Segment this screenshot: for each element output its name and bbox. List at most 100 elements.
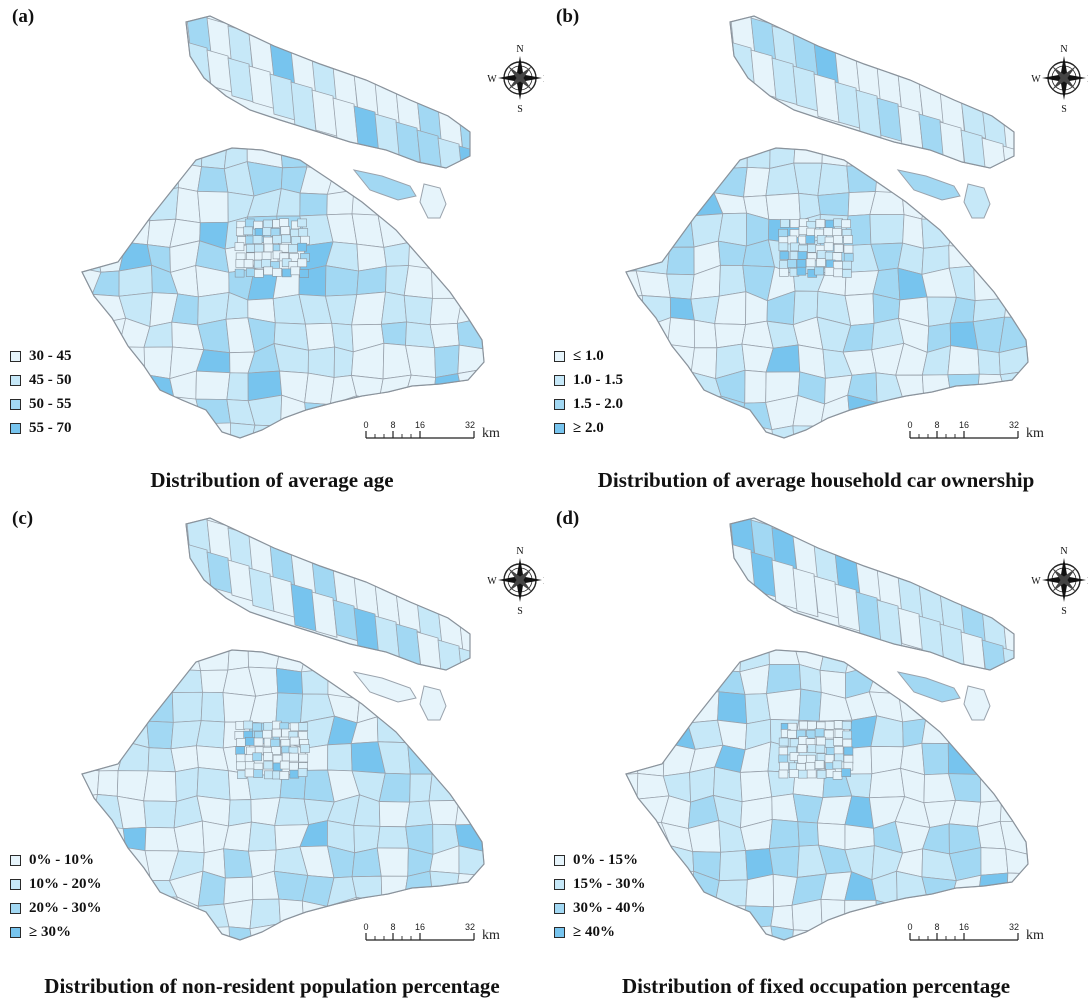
island-region xyxy=(963,685,991,721)
district-region xyxy=(195,370,231,400)
legend-item: 10% - 20% xyxy=(10,872,102,896)
district-region xyxy=(458,647,470,670)
district-region xyxy=(288,244,298,253)
district-region xyxy=(842,738,853,748)
scale-unit-label: km xyxy=(1026,928,1044,943)
district-region xyxy=(395,121,422,168)
district-region xyxy=(269,575,296,618)
district-region xyxy=(833,235,843,244)
district-region xyxy=(253,769,263,778)
district-region xyxy=(252,722,262,732)
district-region xyxy=(376,847,409,877)
district-region xyxy=(289,752,299,762)
district-region xyxy=(122,826,147,852)
district-region xyxy=(416,129,443,168)
legend: ≤ 1.0 1.0 - 1.5 1.5 - 2.0 ≥ 2.0 xyxy=(554,344,623,440)
panel-label: (b) xyxy=(556,6,580,27)
district-region xyxy=(796,259,807,268)
district-region xyxy=(289,736,300,746)
district-region xyxy=(669,215,695,248)
district-region xyxy=(842,730,852,740)
district-region xyxy=(824,267,835,276)
district-region xyxy=(175,187,201,224)
map-d: N S E W 0 8 16 32 km xyxy=(625,517,1088,943)
scale-tick-label: 32 xyxy=(1009,922,1019,932)
panel-title: Distribution of average age xyxy=(150,468,394,492)
district-region xyxy=(718,850,748,882)
district-region xyxy=(793,162,823,196)
legend-swatch xyxy=(554,878,565,890)
district-region xyxy=(249,923,281,940)
district-region xyxy=(356,265,387,296)
scale-tick-label: 8 xyxy=(390,420,395,430)
district-group xyxy=(626,148,1028,438)
legend-label: 15% - 30% xyxy=(573,875,646,892)
island-region xyxy=(419,685,447,721)
district-region xyxy=(714,291,747,325)
district-region xyxy=(798,688,822,722)
district-region xyxy=(921,876,957,905)
district-region xyxy=(437,639,464,670)
district-region xyxy=(843,253,854,262)
scale-tick-label: 0 xyxy=(363,922,368,932)
compass-n-label: N xyxy=(1060,44,1067,55)
mainland-outline xyxy=(81,649,485,941)
district-region xyxy=(805,258,816,268)
district-region xyxy=(765,162,800,196)
district-region xyxy=(409,773,433,803)
legend: 0% - 10% 10% - 20% 20% - 30% ≥ 30% xyxy=(10,848,102,944)
district-region xyxy=(843,235,853,244)
district-region xyxy=(263,752,273,761)
compass-e-label: E xyxy=(1087,74,1088,85)
district-region xyxy=(271,728,282,738)
district-region xyxy=(843,746,854,756)
district-region xyxy=(805,235,816,244)
legend-label: 30 - 45 xyxy=(29,347,72,364)
compass-icon: N S E W xyxy=(1031,44,1088,115)
legend-swatch xyxy=(10,878,21,890)
district-region xyxy=(797,251,808,260)
district-region xyxy=(844,899,878,929)
district-region xyxy=(816,769,827,779)
legend-label: 55 - 70 xyxy=(29,419,72,436)
district-region xyxy=(626,744,639,776)
district-region xyxy=(261,251,272,261)
legend-swatch xyxy=(10,398,21,410)
district-region xyxy=(918,113,945,157)
legend-item: 30 - 45 xyxy=(10,344,72,368)
district-region xyxy=(300,744,310,753)
district-region xyxy=(307,346,335,378)
district-region xyxy=(778,754,789,764)
district-region xyxy=(380,875,409,902)
district-region xyxy=(429,870,460,906)
district-region xyxy=(378,801,411,828)
district-region xyxy=(244,218,255,228)
mainland-outline xyxy=(81,147,485,439)
mainland-outline xyxy=(625,649,1029,941)
district-region xyxy=(200,691,226,723)
district-region xyxy=(792,425,824,438)
legend-label: 1.5 - 2.0 xyxy=(573,395,623,412)
district-region xyxy=(270,738,280,748)
district-region xyxy=(243,259,254,268)
district-region xyxy=(805,761,816,771)
district-region xyxy=(778,737,789,747)
district-region xyxy=(197,870,226,907)
district-region xyxy=(1002,145,1014,168)
legend-item: 0% - 15% xyxy=(554,848,646,872)
district-region xyxy=(289,762,299,771)
legend: 30 - 45 45 - 50 50 - 55 55 - 70 xyxy=(10,344,72,440)
district-region xyxy=(380,321,407,346)
legend-item: 45 - 50 xyxy=(10,368,72,392)
scale-tick-label: 32 xyxy=(1009,420,1019,430)
legend-swatch xyxy=(554,422,565,434)
district-region xyxy=(770,904,794,931)
district-region xyxy=(253,737,264,747)
district-region xyxy=(230,422,256,438)
district-region xyxy=(434,344,460,378)
district-region xyxy=(816,736,826,746)
compass-e-label: E xyxy=(543,74,544,85)
district-region xyxy=(403,294,433,326)
district-region xyxy=(813,73,840,123)
district-region xyxy=(780,219,790,228)
